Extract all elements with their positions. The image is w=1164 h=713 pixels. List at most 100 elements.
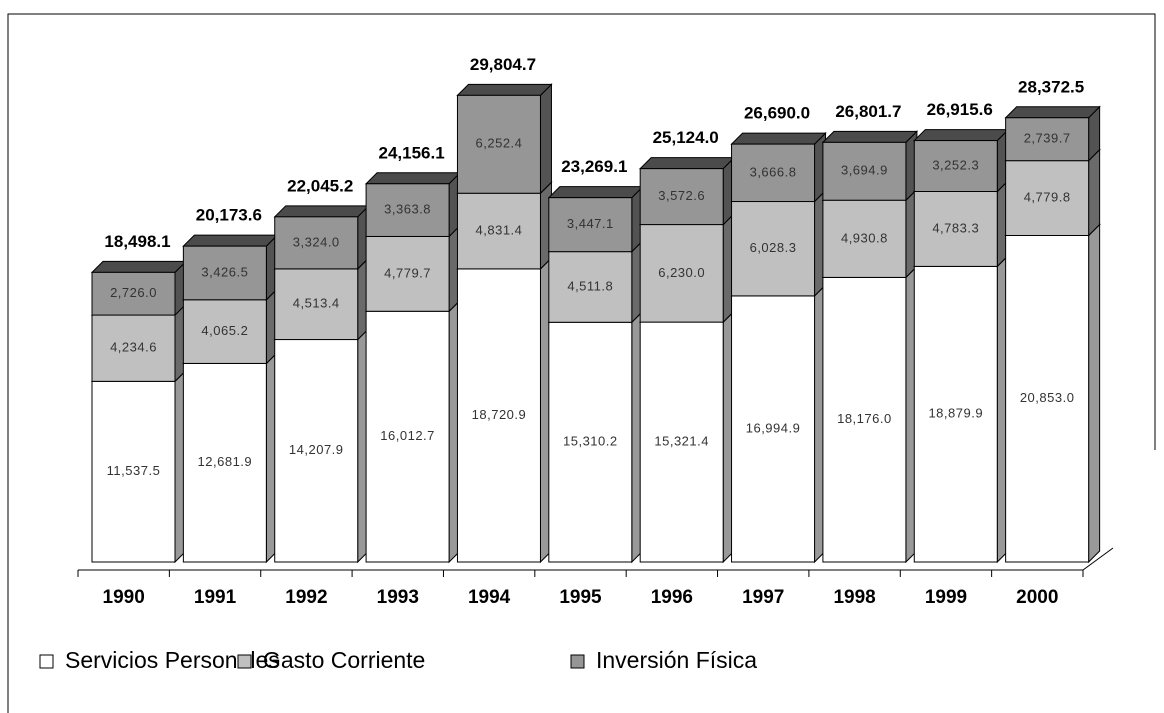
value-label: 6,028.3 bbox=[750, 240, 797, 255]
value-label: 4,511.8 bbox=[567, 278, 613, 293]
bar bbox=[456, 268, 541, 563]
bar bbox=[822, 276, 907, 563]
bar bbox=[639, 321, 724, 563]
value-label: 3,363.8 bbox=[384, 202, 431, 217]
x-tick-label: 1994 bbox=[468, 587, 511, 608]
legend-label: Inversión Física bbox=[596, 647, 757, 673]
bar bbox=[274, 268, 359, 341]
x-tick-label: 1991 bbox=[194, 587, 237, 608]
value-label: 4,779.8 bbox=[1024, 190, 1071, 205]
total-label: 28,372.5 bbox=[1018, 77, 1084, 96]
value-label: 2,739.7 bbox=[1024, 131, 1071, 146]
bar bbox=[639, 224, 724, 323]
bar bbox=[548, 251, 633, 323]
value-label: 4,513.4 bbox=[293, 296, 340, 311]
total-label: 26,801.7 bbox=[835, 102, 901, 121]
value-label: 4,831.4 bbox=[476, 222, 523, 237]
bar bbox=[913, 265, 998, 563]
value-label: 2,726.0 bbox=[110, 285, 157, 300]
bar bbox=[1005, 160, 1090, 237]
bar-top bbox=[913, 129, 1010, 142]
bar-top bbox=[638, 157, 736, 170]
value-label: 3,572.6 bbox=[658, 188, 705, 203]
total-label: 29,804.7 bbox=[470, 55, 536, 74]
legend-swatch bbox=[570, 654, 585, 669]
bar-top bbox=[364, 172, 462, 185]
value-label: 18,720.9 bbox=[472, 407, 527, 422]
x-tick-label: 1992 bbox=[285, 587, 327, 608]
bar bbox=[456, 94, 541, 194]
bar bbox=[548, 197, 633, 253]
bar-top bbox=[1004, 106, 1101, 119]
x-tick-label: 1998 bbox=[833, 587, 875, 608]
bar-top bbox=[90, 260, 188, 273]
bar bbox=[182, 362, 267, 563]
value-label: 16,994.9 bbox=[746, 420, 801, 435]
bar bbox=[1005, 235, 1090, 563]
bar bbox=[91, 271, 176, 316]
legend-swatch bbox=[39, 654, 54, 669]
x-tick-label: 1996 bbox=[651, 587, 693, 608]
x-tick-label: 1997 bbox=[742, 587, 784, 608]
value-label: 4,065.2 bbox=[201, 323, 248, 338]
bar bbox=[182, 245, 267, 301]
total-label: 25,124.0 bbox=[653, 128, 719, 147]
value-label: 6,252.4 bbox=[476, 136, 523, 151]
bar bbox=[639, 168, 724, 226]
bar-side bbox=[1088, 223, 1101, 564]
total-label: 26,690.0 bbox=[744, 104, 810, 123]
value-label: 4,234.6 bbox=[110, 340, 157, 355]
value-label: 14,207.9 bbox=[289, 442, 344, 457]
value-label: 3,324.0 bbox=[293, 234, 340, 249]
bar bbox=[365, 183, 450, 237]
value-label: 18,176.0 bbox=[837, 411, 892, 426]
value-label: 15,321.4 bbox=[654, 433, 709, 448]
value-label: 4,783.3 bbox=[932, 220, 979, 235]
bar bbox=[365, 310, 450, 563]
total-label: 20,173.6 bbox=[196, 206, 262, 225]
x-tick-label: 1999 bbox=[925, 587, 967, 608]
bar bbox=[1005, 117, 1090, 162]
total-label: 22,045.2 bbox=[287, 176, 353, 195]
total-label: 26,915.6 bbox=[927, 100, 993, 119]
legend-label: Gasto Corriente bbox=[263, 647, 425, 673]
bar-top bbox=[730, 132, 827, 145]
value-label: 15,310.2 bbox=[563, 434, 618, 449]
bar bbox=[365, 235, 450, 312]
bar bbox=[456, 192, 541, 270]
frame bbox=[7, 13, 1156, 713]
value-label: 18,879.9 bbox=[928, 406, 983, 421]
bar-top bbox=[547, 186, 645, 199]
bar bbox=[548, 321, 633, 563]
bar bbox=[274, 216, 359, 270]
value-label: 3,252.3 bbox=[932, 157, 979, 172]
bar-side bbox=[539, 83, 552, 195]
bar-top bbox=[821, 130, 919, 143]
value-label: 3,694.9 bbox=[841, 163, 888, 178]
total-label: 18,498.1 bbox=[104, 232, 170, 251]
bar bbox=[731, 201, 816, 297]
x-tick-label: 2000 bbox=[1016, 587, 1058, 608]
value-label: 12,681.9 bbox=[198, 454, 253, 469]
value-label: 4,779.7 bbox=[384, 265, 431, 280]
bar bbox=[822, 141, 907, 201]
value-label: 20,853.0 bbox=[1020, 390, 1075, 405]
x-tick-label: 1995 bbox=[559, 587, 602, 608]
legend-swatch bbox=[237, 654, 252, 669]
total-label: 24,156.1 bbox=[378, 143, 444, 162]
bar bbox=[91, 314, 176, 382]
bar-side bbox=[1088, 148, 1101, 237]
value-label: 11,537.5 bbox=[107, 463, 161, 478]
bar-top bbox=[182, 234, 279, 247]
x-tick-label: 1990 bbox=[103, 587, 145, 608]
bar bbox=[731, 143, 816, 203]
bar bbox=[274, 339, 359, 563]
bar bbox=[91, 380, 176, 563]
total-label: 23,269.1 bbox=[561, 157, 627, 176]
bar-top bbox=[456, 83, 553, 96]
value-label: 3,666.8 bbox=[750, 164, 797, 179]
value-label: 4,930.8 bbox=[841, 230, 888, 245]
bar-top bbox=[273, 205, 370, 218]
bar bbox=[822, 199, 907, 278]
